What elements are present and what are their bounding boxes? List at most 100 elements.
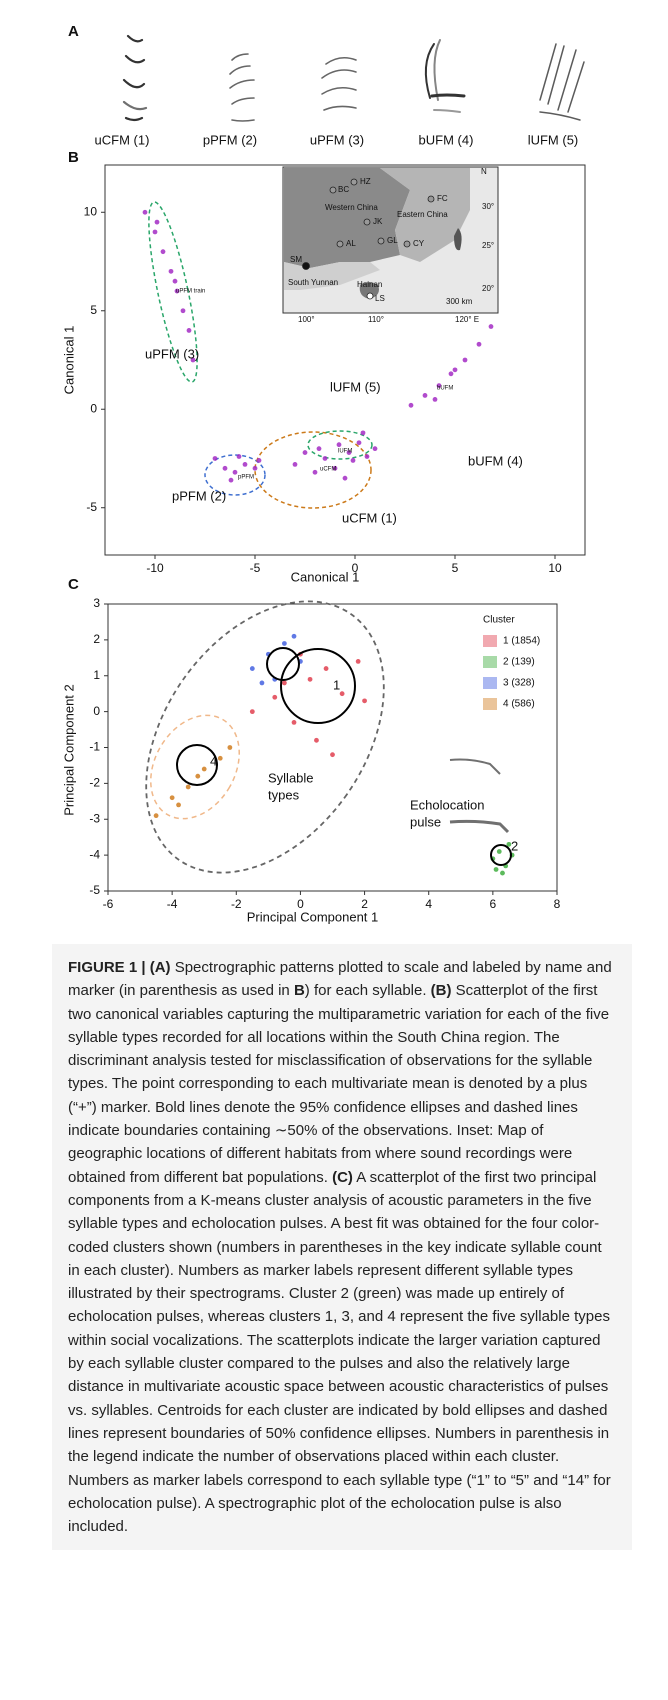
map-label: AL bbox=[346, 239, 356, 248]
point bbox=[313, 470, 318, 475]
point bbox=[195, 774, 200, 779]
y-tick-label: -3 bbox=[89, 811, 100, 825]
y-tick-label: -1 bbox=[89, 740, 100, 754]
map-site bbox=[367, 293, 373, 299]
point bbox=[433, 397, 438, 402]
point bbox=[292, 634, 297, 639]
legend-title: Cluster bbox=[483, 615, 515, 626]
ellipse bbox=[97, 557, 433, 917]
point bbox=[308, 677, 313, 682]
point bbox=[233, 470, 238, 475]
point bbox=[227, 745, 232, 750]
point bbox=[170, 795, 175, 800]
legend-label: 3 (328) bbox=[503, 678, 535, 689]
map-label: LS bbox=[375, 294, 385, 303]
figure: ABCuCFM (1)pPFM (2)uPFM (3)bUFM (4)lUFM … bbox=[0, 0, 668, 940]
spectrogram bbox=[426, 40, 464, 112]
x-tick-label: -2 bbox=[231, 897, 242, 911]
point bbox=[314, 738, 319, 743]
spectrogram bbox=[450, 821, 508, 832]
ellipse bbox=[133, 699, 257, 834]
point bbox=[303, 450, 308, 455]
map-label: GL bbox=[387, 236, 398, 245]
annotation: pPFM bbox=[238, 475, 254, 481]
map-label: 120° E bbox=[455, 315, 479, 324]
y-tick-label: 0 bbox=[93, 704, 100, 718]
point bbox=[272, 695, 277, 700]
map-site bbox=[404, 241, 410, 247]
point bbox=[463, 358, 468, 363]
spectrograms bbox=[124, 36, 584, 121]
map-label: SM bbox=[290, 255, 302, 264]
panel-label: B bbox=[68, 149, 79, 166]
point bbox=[365, 454, 370, 459]
caption-text: B bbox=[294, 982, 305, 999]
panel-label: A bbox=[68, 23, 79, 40]
map-site bbox=[364, 219, 370, 225]
map-label: HZ bbox=[360, 177, 371, 186]
point bbox=[373, 446, 378, 451]
ellipses-c bbox=[97, 557, 433, 917]
map-region bbox=[284, 168, 410, 268]
caption-text: ) for each syllable. bbox=[305, 982, 431, 999]
caption-text: (C) bbox=[332, 1169, 353, 1186]
point bbox=[423, 393, 428, 398]
map-site bbox=[428, 196, 434, 202]
point bbox=[337, 442, 342, 447]
point bbox=[250, 666, 255, 671]
point bbox=[218, 756, 223, 761]
map-label: BC bbox=[338, 185, 349, 194]
map-site bbox=[351, 179, 357, 185]
point bbox=[153, 230, 158, 235]
point bbox=[181, 308, 186, 313]
point bbox=[237, 454, 242, 459]
y-axis-label: Principal Component 2 bbox=[61, 684, 76, 816]
map-label: N bbox=[481, 167, 487, 176]
spectrogram bbox=[124, 36, 146, 120]
map-label: FC bbox=[437, 194, 448, 203]
x-tick-label: 4 bbox=[425, 897, 432, 911]
y-tick-label: -2 bbox=[89, 776, 100, 790]
map-site bbox=[303, 263, 310, 270]
spectrogram-label: uCFM (1) bbox=[95, 132, 150, 147]
cluster-label: uCFM (1) bbox=[342, 510, 397, 525]
point bbox=[340, 691, 345, 696]
point bbox=[477, 342, 482, 347]
centroids-c bbox=[177, 648, 511, 865]
map-site bbox=[337, 241, 343, 247]
map-label: Eastern China bbox=[397, 210, 448, 219]
point bbox=[282, 681, 287, 686]
point bbox=[257, 458, 262, 463]
y-axis-label: Canonical 1 bbox=[61, 326, 76, 395]
spectrogram-label: pPFM (2) bbox=[203, 132, 257, 147]
point bbox=[186, 785, 191, 790]
y-tick-label: 10 bbox=[84, 204, 98, 218]
y-tick-label: 2 bbox=[93, 632, 100, 646]
x-tick-label: -4 bbox=[167, 897, 178, 911]
point bbox=[169, 269, 174, 274]
caption-text: Scatterplot of the first two canonical v… bbox=[68, 982, 609, 1185]
spectrogram bbox=[450, 760, 500, 775]
annotation: Echolocation bbox=[410, 797, 484, 812]
plot-frame bbox=[108, 604, 557, 891]
cluster-label: lUFM (5) bbox=[330, 379, 381, 394]
point bbox=[449, 371, 454, 376]
x-tick-label: 8 bbox=[554, 897, 561, 911]
point bbox=[223, 466, 228, 471]
legend-swatch bbox=[483, 656, 497, 668]
figure-caption: FIGURE 1 | (A) Spectrographic patterns p… bbox=[52, 944, 632, 1550]
y-tick-label: 3 bbox=[93, 596, 100, 610]
spectrogram bbox=[540, 44, 584, 120]
annotation: 2 bbox=[511, 838, 518, 853]
y-tick-label: 5 bbox=[90, 303, 97, 317]
panel-label: C bbox=[68, 576, 79, 593]
x-tick-label: 5 bbox=[452, 561, 459, 575]
spectrogram bbox=[322, 58, 356, 110]
map-label: Western China bbox=[325, 203, 378, 212]
annotation: uCFM bbox=[320, 467, 336, 473]
annotation: Syllable bbox=[268, 770, 314, 785]
point bbox=[229, 478, 234, 483]
spectrogram-label: bUFM (4) bbox=[419, 132, 474, 147]
echolocation-spectrogram bbox=[450, 760, 508, 833]
